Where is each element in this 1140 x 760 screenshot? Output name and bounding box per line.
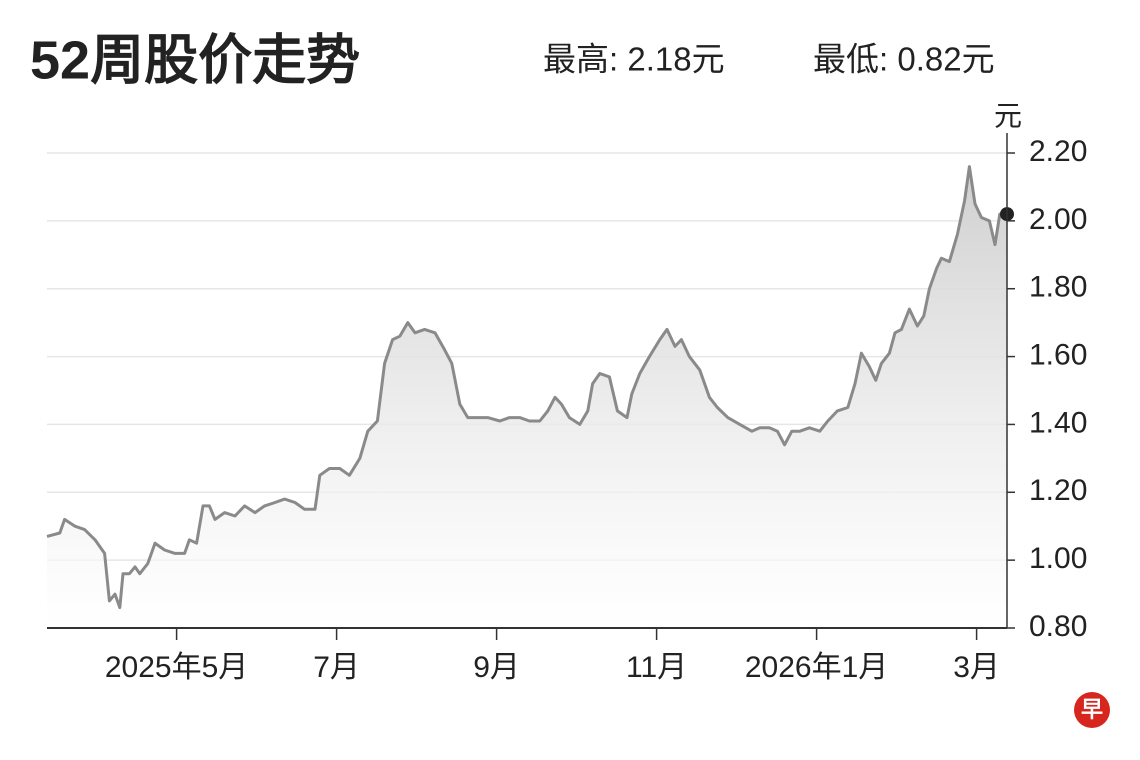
line	[46, 165, 1007, 610]
chart-title: 52周股价走势	[30, 30, 360, 90]
x-tick-label: 2026年1月	[745, 651, 888, 684]
y-tick-label: 2.00	[1029, 203, 1087, 236]
logo-badge	[1074, 692, 1110, 728]
y-tick-label: 1.00	[1029, 542, 1087, 575]
y-unit: 元	[994, 100, 1022, 131]
logo: 早	[1081, 697, 1103, 722]
y-tick-label: 0.80	[1029, 610, 1087, 643]
x-tick-label: 2025年5月	[105, 651, 248, 684]
y-tick-label: 1.40	[1029, 406, 1087, 439]
x-tick-label: 9月	[473, 651, 520, 684]
y-tick-label: 1.20	[1029, 474, 1087, 507]
annotation: 最高: 2.18元	[543, 41, 725, 78]
x-tick-label: 7月	[313, 651, 360, 684]
x-tick-label: 11月	[626, 651, 687, 684]
y-tick-label: 1.80	[1029, 271, 1087, 304]
y-tick-label: 2.20	[1029, 135, 1087, 168]
area	[47, 166, 1007, 628]
x-tick-label: 3月	[953, 651, 1000, 684]
annotation: 最低: 0.82元	[813, 41, 995, 78]
y-tick-label: 1.60	[1029, 338, 1087, 371]
